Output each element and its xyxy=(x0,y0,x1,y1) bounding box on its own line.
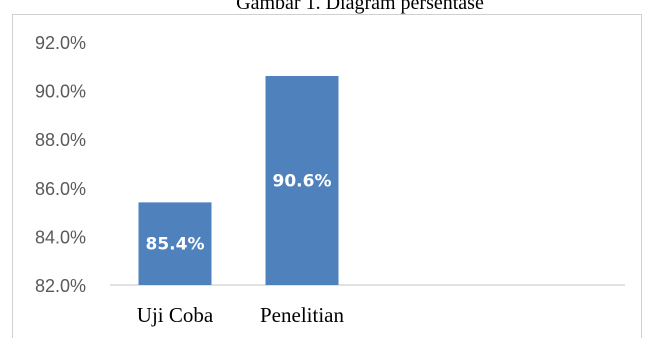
bar-value-label: 90.6% xyxy=(273,172,332,192)
bar-value-label: 85.4% xyxy=(146,235,205,255)
chart-title: Gambar 1. Diagram persentase xyxy=(236,0,484,14)
x-category-label: Uji Coba xyxy=(137,303,214,327)
y-tick-label: 88.0% xyxy=(35,130,86,150)
chart-border-left xyxy=(12,14,13,338)
y-tick-label: 84.0% xyxy=(35,227,86,247)
bar xyxy=(138,202,212,285)
chart-border-top xyxy=(12,14,642,15)
chart-border-right xyxy=(641,14,642,338)
y-tick-label: 86.0% xyxy=(35,179,86,199)
y-tick-label: 82.0% xyxy=(35,276,86,296)
bar xyxy=(265,76,339,286)
y-tick-label: 90.0% xyxy=(35,82,86,102)
x-category-label: Penelitian xyxy=(260,303,344,327)
y-tick-label: 92.0% xyxy=(35,33,86,53)
